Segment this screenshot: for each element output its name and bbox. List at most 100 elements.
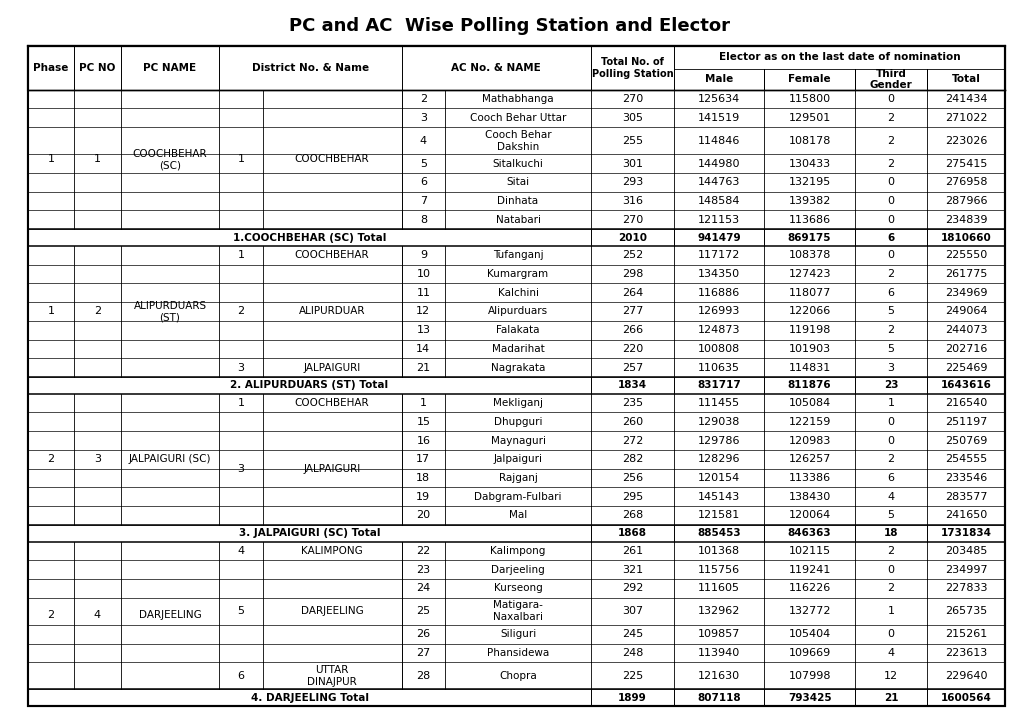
- Text: 270: 270: [622, 215, 642, 225]
- Text: 251197: 251197: [945, 417, 986, 427]
- Text: 6: 6: [887, 233, 894, 242]
- Text: 4: 4: [887, 492, 894, 502]
- Text: PC and AC  Wise Polling Station and Elector: PC and AC Wise Polling Station and Elect…: [289, 17, 730, 35]
- Text: 132962: 132962: [697, 606, 740, 616]
- Text: 5: 5: [887, 344, 894, 354]
- Text: 114831: 114831: [788, 363, 829, 373]
- Text: 233546: 233546: [945, 473, 986, 483]
- Bar: [263, 412, 401, 525]
- Text: 241650: 241650: [945, 510, 986, 521]
- Text: 3: 3: [887, 363, 894, 373]
- Bar: [120, 89, 219, 229]
- Text: 20: 20: [416, 510, 430, 521]
- Text: 266: 266: [622, 325, 642, 335]
- Text: 126257: 126257: [788, 454, 829, 464]
- Bar: [219, 246, 263, 265]
- Text: Falakata: Falakata: [496, 325, 539, 335]
- Text: 1899: 1899: [618, 693, 646, 703]
- Text: Cooch Behar Uttar: Cooch Behar Uttar: [470, 112, 566, 123]
- Text: 119198: 119198: [788, 325, 829, 335]
- Text: 5: 5: [887, 306, 894, 317]
- Text: 2: 2: [887, 112, 894, 123]
- Bar: [28, 541, 74, 689]
- Bar: [263, 394, 401, 412]
- Bar: [219, 265, 263, 358]
- Bar: [263, 265, 401, 358]
- Text: 109669: 109669: [788, 648, 829, 658]
- Text: 141519: 141519: [697, 112, 740, 123]
- Text: 811876: 811876: [787, 381, 830, 390]
- Text: 0: 0: [887, 629, 894, 640]
- Text: 114846: 114846: [697, 136, 740, 146]
- Text: 202716: 202716: [945, 344, 986, 354]
- Text: Nagrakata: Nagrakata: [490, 363, 545, 373]
- Text: 252: 252: [622, 250, 642, 260]
- Text: 100808: 100808: [697, 344, 740, 354]
- Text: 225: 225: [622, 671, 642, 681]
- Text: 261775: 261775: [945, 269, 986, 279]
- Text: 121153: 121153: [697, 215, 740, 225]
- Text: 113386: 113386: [788, 473, 829, 483]
- Text: 255: 255: [622, 136, 642, 146]
- Text: 1: 1: [237, 398, 245, 408]
- Text: Maynaguri: Maynaguri: [490, 435, 545, 446]
- Text: Elector as on the last date of nomination: Elector as on the last date of nominatio…: [717, 53, 959, 63]
- Bar: [74, 541, 120, 689]
- Text: 22: 22: [416, 546, 430, 556]
- Text: 124873: 124873: [697, 325, 740, 335]
- Text: 234969: 234969: [944, 288, 986, 298]
- Text: 26: 26: [416, 629, 430, 640]
- Text: Dabgram-Fulbari: Dabgram-Fulbari: [474, 492, 561, 502]
- Text: 321: 321: [622, 565, 642, 575]
- Text: 113686: 113686: [788, 215, 829, 225]
- Text: 282: 282: [621, 454, 642, 464]
- Text: 2: 2: [887, 159, 894, 169]
- Text: 109857: 109857: [697, 629, 740, 640]
- Text: 148584: 148584: [697, 196, 740, 206]
- Text: 245: 245: [622, 629, 642, 640]
- Text: 244073: 244073: [944, 325, 986, 335]
- Bar: [263, 541, 401, 560]
- Text: 283577: 283577: [944, 492, 986, 502]
- Text: COOCHBEHAR: COOCHBEHAR: [294, 154, 369, 164]
- Text: Phansidewa: Phansidewa: [486, 648, 548, 658]
- Text: 21: 21: [416, 363, 430, 373]
- Text: 117172: 117172: [697, 250, 740, 260]
- Bar: [263, 663, 401, 689]
- Bar: [120, 394, 219, 525]
- Text: 0: 0: [887, 250, 894, 260]
- Text: Chopra: Chopra: [498, 671, 536, 681]
- Text: 807118: 807118: [696, 693, 740, 703]
- Text: 18: 18: [416, 473, 430, 483]
- Bar: [28, 46, 1004, 89]
- Text: 1643616: 1643616: [940, 381, 990, 390]
- Text: Madarihat: Madarihat: [491, 344, 544, 354]
- Text: 234839: 234839: [944, 215, 986, 225]
- Text: Female: Female: [788, 74, 830, 84]
- Text: 21: 21: [883, 693, 898, 703]
- Text: 2. ALIPURDUARS (ST) Total: 2. ALIPURDUARS (ST) Total: [230, 381, 388, 390]
- Text: Sitai: Sitai: [506, 177, 529, 187]
- Text: 105084: 105084: [788, 398, 829, 408]
- Text: Jalpaiguri: Jalpaiguri: [493, 454, 542, 464]
- Text: 249064: 249064: [944, 306, 986, 317]
- Text: 139382: 139382: [788, 196, 829, 206]
- Text: 264: 264: [622, 288, 642, 298]
- Text: 10: 10: [416, 269, 430, 279]
- Text: 126993: 126993: [697, 306, 740, 317]
- Text: DARJEELING: DARJEELING: [139, 611, 201, 621]
- Text: 113940: 113940: [697, 648, 740, 658]
- Text: 15: 15: [416, 417, 430, 427]
- Text: 257: 257: [622, 363, 642, 373]
- Text: 223613: 223613: [945, 648, 986, 658]
- Text: Mal: Mal: [508, 510, 527, 521]
- Bar: [28, 89, 74, 229]
- Text: 1810660: 1810660: [940, 233, 990, 242]
- Text: 4: 4: [237, 546, 245, 556]
- Text: 23: 23: [883, 381, 898, 390]
- Text: 24: 24: [416, 583, 430, 593]
- Text: COOCHBEHAR
(SC): COOCHBEHAR (SC): [132, 149, 207, 170]
- Text: Mathabhanga: Mathabhanga: [482, 94, 553, 104]
- Text: 270: 270: [622, 94, 642, 104]
- Text: JALPAIGURI (SC): JALPAIGURI (SC): [128, 454, 211, 464]
